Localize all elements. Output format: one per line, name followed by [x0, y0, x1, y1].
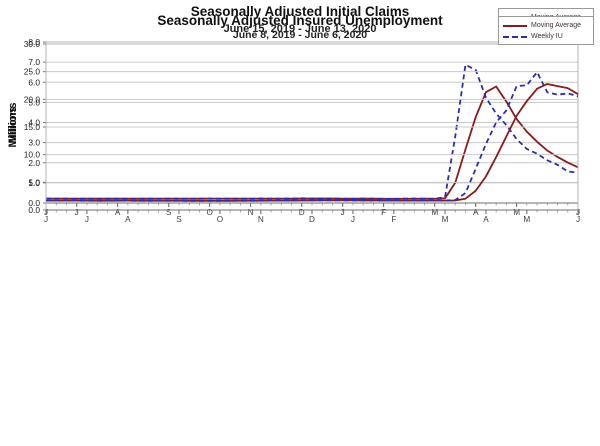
svg-text:J: J — [44, 215, 48, 223]
svg-text:A: A — [125, 215, 131, 223]
svg-text:J: J — [351, 215, 355, 223]
svg-text:1.0: 1.0 — [28, 178, 40, 188]
svg-text:O: O — [217, 215, 223, 223]
svg-text:J: J — [576, 215, 580, 223]
svg-text:D: D — [309, 215, 315, 223]
svg-text:M: M — [442, 215, 449, 223]
svg-text:8.0: 8.0 — [28, 37, 40, 47]
insured-unemployment-chart: Seasonally Adjusted Insured Unemployment… — [7, 13, 594, 223]
svg-text:0.0: 0.0 — [28, 198, 40, 208]
svg-text:A: A — [483, 215, 489, 223]
svg-text:F: F — [391, 215, 396, 223]
legend-item-weekly-iu: Weekly IU — [503, 31, 589, 42]
chart-title: Seasonally Adjusted Insured Unemployment — [157, 13, 443, 28]
legend: Moving Average Weekly IU — [498, 16, 594, 45]
svg-text:J: J — [85, 215, 89, 223]
svg-text:15.0: 15.0 — [24, 122, 41, 132]
svg-text:20.0: 20.0 — [24, 94, 41, 104]
svg-text:S: S — [176, 215, 182, 223]
chart-title: Seasonally Adjusted Initial Claims — [190, 4, 410, 19]
svg-text:0.0: 0.0 — [28, 205, 40, 215]
svg-text:N: N — [258, 215, 264, 223]
legend-item-moving-average: Moving Average — [503, 20, 589, 31]
svg-text:6.0: 6.0 — [28, 77, 40, 87]
insured-unemployment-plot: 0.0 5.0 10.0 15.0 20.0 25.0 30.0 J J A S O N D J F M A M J — [24, 39, 580, 223]
chart-subtitle: June 8, 2019 - June 6, 2020 — [232, 29, 368, 41]
solid-line-sample — [503, 24, 527, 27]
svg-text:2.0: 2.0 — [28, 158, 40, 168]
svg-text:5.0: 5.0 — [28, 97, 40, 107]
legend-label: Moving Average — [531, 22, 582, 29]
svg-text:3.0: 3.0 — [28, 138, 40, 148]
svg-text:25.0: 25.0 — [24, 67, 41, 77]
svg-text:4.0: 4.0 — [28, 118, 40, 128]
chart-subtitle: June 15, 2019 - June 13, 2020 — [223, 23, 377, 35]
dashed-line-sample — [503, 35, 527, 38]
svg-text:30.0: 30.0 — [24, 39, 41, 49]
svg-text:10.0: 10.0 — [24, 150, 41, 160]
svg-text:5.0: 5.0 — [28, 177, 40, 187]
svg-text:M: M — [523, 215, 530, 223]
svg-text:7.0: 7.0 — [28, 57, 40, 67]
legend-label: Weekly IU — [531, 33, 563, 40]
